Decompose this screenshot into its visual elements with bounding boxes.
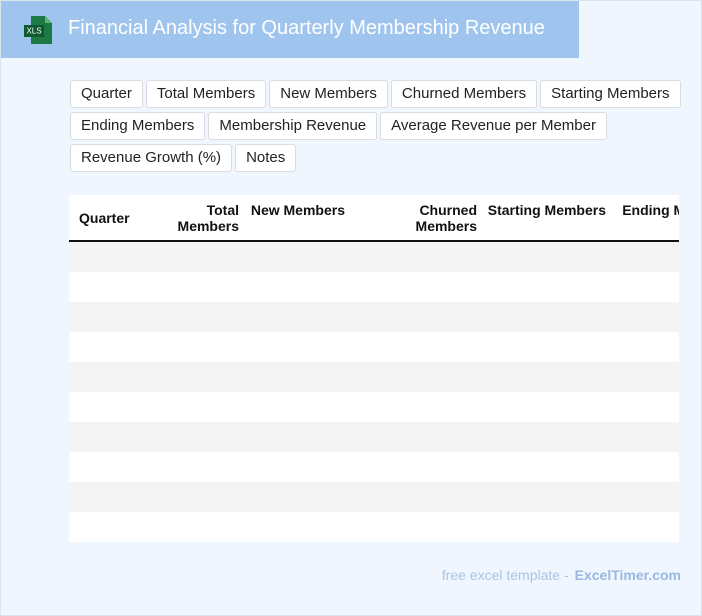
table-header: Quarter Total Members New Members Churned M… (69, 195, 679, 242)
column-header: New Members (250, 202, 345, 218)
footer: free excel template - ExcelTimer.com (442, 567, 681, 583)
table-row (69, 422, 679, 452)
column-header: Ending Members (622, 202, 679, 218)
column-tag[interactable]: Ending Members (70, 112, 206, 140)
footer-text: free excel template - (441, 567, 569, 583)
table-row (69, 302, 679, 332)
table-row (69, 512, 679, 542)
column-header: Starting Members (487, 202, 606, 218)
column-tag[interactable]: Total Members (145, 80, 267, 108)
column-tag[interactable]: Quarter (70, 80, 143, 108)
table: Quarter Total Members New Members Churned M… (69, 195, 679, 542)
column-tag[interactable]: Churned Members (390, 80, 538, 108)
table-row (69, 242, 679, 272)
column-tag[interactable]: Average Revenue per Member (380, 112, 607, 140)
column-tag[interactable]: Notes (235, 144, 297, 172)
table-body (69, 242, 679, 542)
column-header: Quarter (79, 210, 130, 226)
column-tag[interactable]: Revenue Growth (%) (70, 144, 233, 172)
column-header: Total Members (177, 202, 239, 234)
column-tag[interactable]: Starting Members (540, 80, 681, 108)
xls-icon: XLS (24, 16, 52, 44)
title: Financial Analysis for Quarterly Members… (68, 17, 545, 39)
header-bar: XLS Financial Analysis for Quarterly Mem… (1, 1, 579, 58)
icon-label: XLS (26, 27, 41, 36)
tag-list: Quarter Total Members New Members Churned M… (70, 80, 682, 172)
column-tag[interactable]: Membership Revenue (208, 112, 378, 140)
table-row (69, 452, 679, 482)
column-tag[interactable]: New Members (269, 80, 388, 108)
table-row (69, 362, 679, 392)
column-header: Churned Members (415, 202, 477, 234)
table-row (69, 392, 679, 422)
table-row (69, 482, 679, 512)
table-row (69, 272, 679, 302)
table-row (69, 332, 679, 362)
footer-brand[interactable]: ExcelTimer.com (574, 567, 681, 583)
